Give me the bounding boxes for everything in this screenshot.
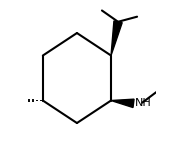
Text: NH: NH xyxy=(135,98,151,108)
Polygon shape xyxy=(111,99,134,107)
Polygon shape xyxy=(111,21,122,56)
